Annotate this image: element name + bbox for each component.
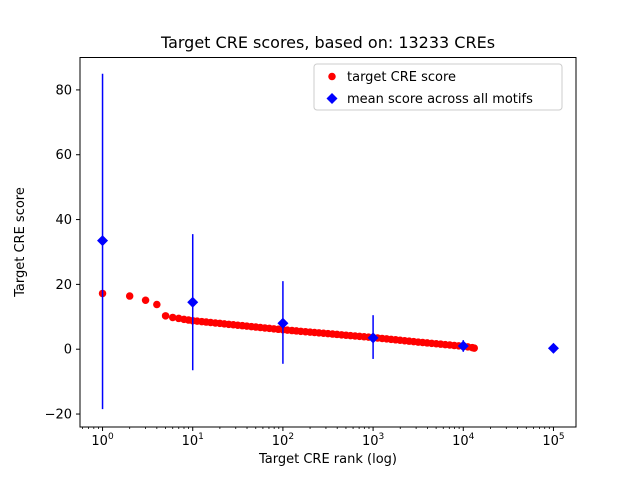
x-tick-label: 100 [91, 432, 114, 449]
legend-label-target-cre-score: target CRE score [347, 70, 456, 85]
diamond-marker-icon [97, 235, 109, 247]
chart-title: Target CRE scores, based on: 13233 CREs [160, 33, 495, 52]
x-tick-label: 104 [452, 432, 475, 449]
legend-label-mean-score: mean score across all motifs [347, 92, 533, 107]
x-tick-label: 105 [542, 432, 564, 449]
diamond-marker-icon [277, 317, 289, 329]
x-tick-label: 101 [182, 432, 204, 449]
x-axis-ticks: 100 101 102 103 104 105 [82, 427, 565, 449]
diamond-marker-icon [367, 332, 379, 344]
axes: 100 101 102 103 104 105 −20 0 20 40 60 80 [45, 57, 577, 449]
y-axis-label: Target CRE score [13, 187, 28, 298]
diamond-marker-icon [547, 342, 559, 354]
y-tick-label: 40 [55, 213, 72, 228]
x-axis-label: Target CRE rank (log) [258, 452, 397, 467]
series-mean-score [97, 73, 559, 410]
y-tick-label: 80 [55, 83, 72, 98]
data-series [97, 73, 559, 410]
y-axis-ticks: −20 0 20 40 60 80 [45, 83, 80, 423]
legend-frame [313, 63, 563, 111]
y-tick-label: 0 [64, 343, 72, 358]
y-tick-label: −20 [45, 408, 72, 423]
legend-red-circle-icon [328, 72, 336, 81]
x-tick-label: 103 [362, 432, 384, 449]
legend-blue-diamond-icon [326, 93, 338, 104]
y-tick-label: 60 [55, 148, 72, 163]
axes-frame [79, 57, 577, 428]
series-target-cre-score [98, 289, 478, 352]
y-tick-label: 20 [55, 278, 72, 293]
diamond-marker-icon [187, 296, 199, 308]
diamond-marker-icon [457, 340, 469, 352]
legend-box [313, 63, 563, 111]
x-tick-label: 102 [272, 432, 294, 449]
